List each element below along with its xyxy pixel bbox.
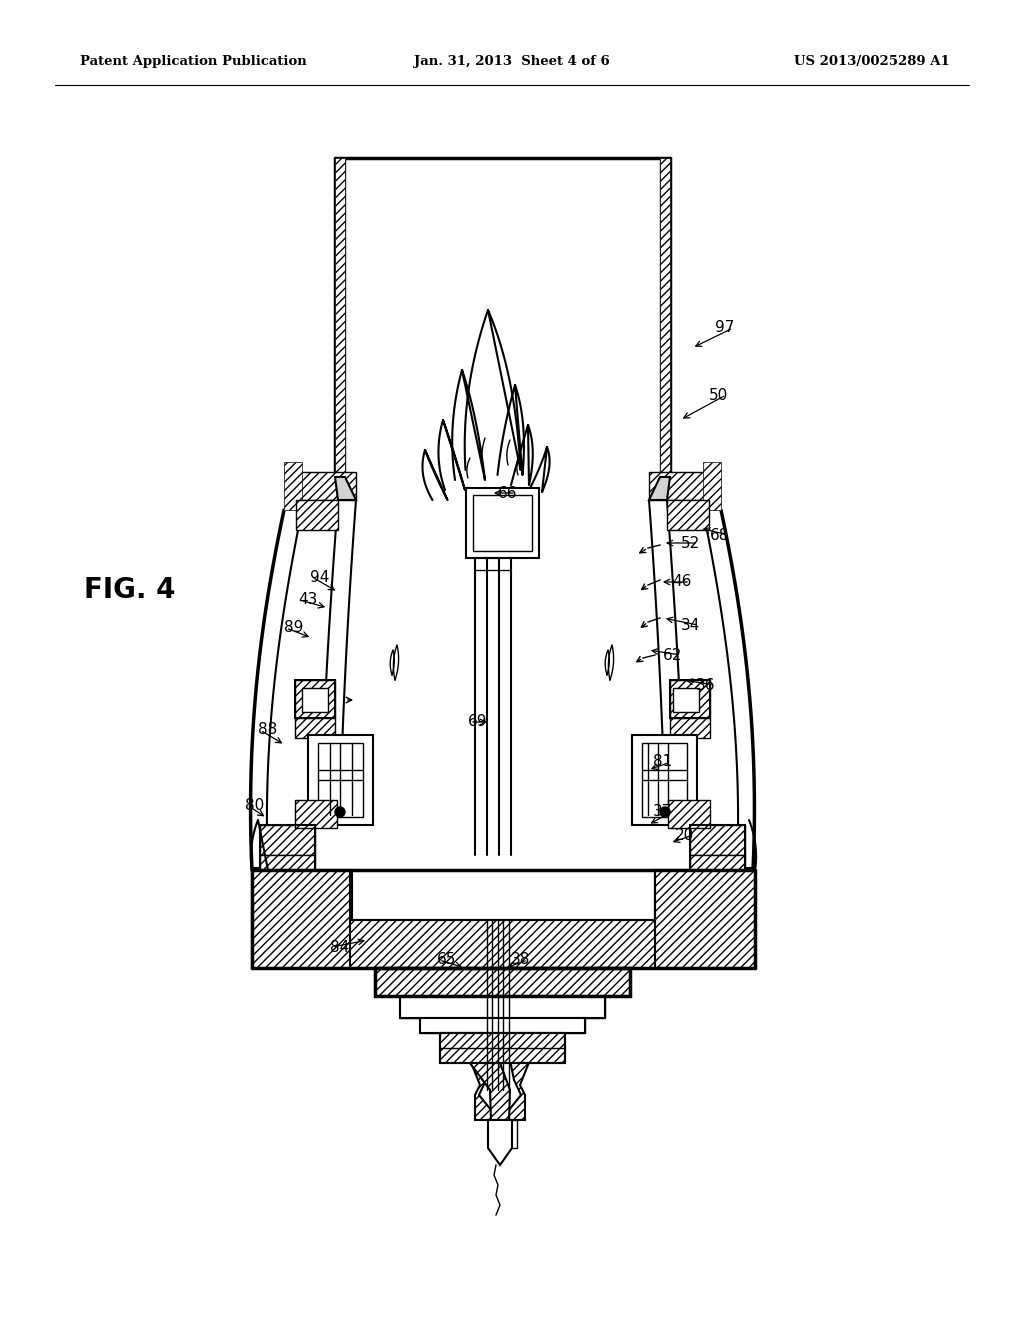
Bar xyxy=(690,855,745,870)
Text: 69: 69 xyxy=(468,714,487,730)
Bar xyxy=(252,870,352,968)
Text: 80: 80 xyxy=(246,797,264,813)
Text: 50: 50 xyxy=(709,388,728,403)
Bar xyxy=(260,825,315,870)
Bar xyxy=(260,855,315,870)
Bar xyxy=(284,462,302,510)
Bar xyxy=(335,158,345,477)
Bar xyxy=(473,495,532,550)
Bar xyxy=(642,743,687,817)
Bar xyxy=(632,735,697,825)
Polygon shape xyxy=(335,477,356,500)
Text: Jan. 31, 2013  Sheet 4 of 6: Jan. 31, 2013 Sheet 4 of 6 xyxy=(414,55,610,69)
Bar xyxy=(400,997,605,1018)
Text: 65: 65 xyxy=(437,953,457,968)
Bar xyxy=(667,500,709,531)
Bar xyxy=(420,1018,585,1034)
Bar xyxy=(670,680,710,718)
Bar xyxy=(690,825,745,870)
Text: 81: 81 xyxy=(653,755,673,770)
Text: 43: 43 xyxy=(298,593,317,607)
Bar xyxy=(296,473,356,500)
Bar xyxy=(655,870,755,968)
Bar xyxy=(670,718,710,738)
Text: 37: 37 xyxy=(653,804,673,820)
Bar xyxy=(703,462,721,510)
Bar xyxy=(318,743,362,817)
Polygon shape xyxy=(488,1119,512,1166)
Polygon shape xyxy=(460,1034,540,1119)
Text: Patent Application Publication: Patent Application Publication xyxy=(80,55,307,69)
Bar xyxy=(440,1034,565,1063)
Circle shape xyxy=(335,807,345,817)
Polygon shape xyxy=(252,869,350,968)
Bar xyxy=(690,825,745,855)
Text: 88: 88 xyxy=(258,722,278,738)
Text: 52: 52 xyxy=(680,536,699,550)
Text: 34: 34 xyxy=(680,618,699,632)
Text: 62: 62 xyxy=(664,648,683,663)
Text: 84: 84 xyxy=(331,940,349,954)
Text: 94: 94 xyxy=(310,569,330,585)
Bar xyxy=(400,997,605,1018)
Bar xyxy=(260,825,315,855)
Polygon shape xyxy=(655,869,755,968)
Text: 97: 97 xyxy=(716,321,734,335)
Polygon shape xyxy=(649,477,670,500)
Bar xyxy=(295,680,335,718)
Bar xyxy=(649,473,709,500)
Bar xyxy=(660,158,670,477)
Text: 66: 66 xyxy=(499,486,518,500)
Circle shape xyxy=(660,807,670,817)
Text: 36: 36 xyxy=(696,677,716,693)
Bar xyxy=(375,968,630,997)
Bar xyxy=(308,735,373,825)
Bar xyxy=(302,688,328,711)
Bar xyxy=(375,968,630,997)
Bar xyxy=(420,1018,585,1034)
Text: US 2013/0025289 A1: US 2013/0025289 A1 xyxy=(795,55,950,69)
Bar xyxy=(295,800,337,828)
Text: 68: 68 xyxy=(711,528,730,543)
Bar xyxy=(488,1119,517,1148)
Bar xyxy=(673,688,699,711)
Bar xyxy=(296,500,338,531)
Text: 89: 89 xyxy=(285,620,304,635)
Text: 46: 46 xyxy=(673,574,691,590)
Bar xyxy=(670,680,710,718)
Bar xyxy=(350,920,655,968)
Text: 38: 38 xyxy=(510,953,529,968)
Bar xyxy=(466,488,539,558)
Polygon shape xyxy=(470,1063,510,1119)
Bar xyxy=(295,718,335,738)
Bar xyxy=(668,800,710,828)
Text: 20: 20 xyxy=(676,828,694,842)
Bar xyxy=(440,1034,565,1063)
Text: FIG. 4: FIG. 4 xyxy=(84,576,176,605)
Bar xyxy=(295,680,335,718)
